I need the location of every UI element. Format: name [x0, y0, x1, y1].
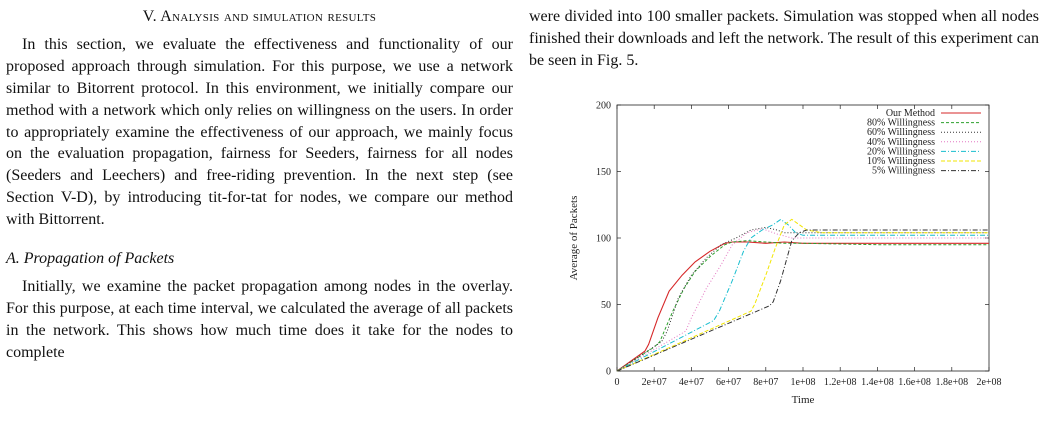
legend-label: Our Method: [886, 108, 935, 119]
y-tick-label: 100: [596, 234, 611, 245]
figure-5: 0 2e+07 4e+07 6e+07 8e+07 1e+08 1.2e+08 1.4e+08…: [555, 95, 1015, 425]
x-tick-label: 0: [615, 377, 620, 388]
section-heading: V. Analysis and simulation results: [142, 8, 377, 25]
x-tick-label: 6e+07: [716, 377, 741, 388]
series-line: [616, 229, 989, 372]
series-line: [616, 228, 989, 372]
legend-label: 5% Willingness: [872, 166, 935, 177]
legend-label: 80% Willingness: [867, 118, 935, 129]
legend-label: 10% Willingness: [867, 156, 935, 167]
x-tick-label: 1.8e+08: [936, 377, 969, 388]
x-tick-label: 2e+08: [976, 377, 1001, 388]
subsection-paragraph: Initially, we examine the packet propaga…: [6, 277, 513, 361]
legend-label: 20% Willingness: [867, 146, 935, 157]
x-axis-ticks: 0 2e+07 4e+07 6e+07 8e+07 1e+08 1.2e+08 1.4e+08…: [615, 105, 1002, 388]
subsection-heading: A. Propagation of Packets: [6, 250, 175, 268]
left-column: V. Analysis and simulation results In th…: [6, 6, 513, 364]
y-axis-label: Average of Packets: [568, 196, 580, 281]
line-chart: 0 2e+07 4e+07 6e+07 8e+07 1e+08 1.2e+08 1.4e+08…: [568, 101, 1002, 407]
series-line: [616, 240, 989, 372]
series-line: [616, 218, 989, 372]
series-lines: [616, 218, 989, 372]
series-line: [616, 218, 989, 372]
y-axis-ticks: 0 50 100 150 200: [596, 101, 989, 378]
series-line: [616, 226, 989, 372]
x-tick-label: 2e+07: [642, 377, 667, 388]
x-tick-label: 8e+07: [753, 377, 778, 388]
y-tick-label: 50: [601, 300, 611, 311]
x-tick-label: 1.4e+08: [861, 377, 894, 388]
legend-label: 60% Willingness: [867, 127, 935, 138]
x-axis-label: Time: [792, 394, 815, 406]
y-tick-label: 0: [606, 367, 611, 378]
series-line: [616, 241, 989, 372]
legend-label: 40% Willingness: [867, 137, 935, 148]
section-intro-paragraph: In this section, we evaluate the effecti…: [6, 35, 513, 229]
y-tick-label: 200: [596, 101, 611, 112]
x-tick-label: 1e+08: [790, 377, 815, 388]
x-tick-label: 1.6e+08: [898, 377, 931, 388]
right-column: were divided into 100 smaller packets. S…: [529, 6, 1039, 72]
x-tick-label: 4e+07: [679, 377, 704, 388]
y-tick-label: 150: [596, 167, 611, 178]
right-paragraph: were divided into 100 smaller packets. S…: [529, 8, 1039, 69]
x-tick-label: 1.2e+08: [824, 377, 857, 388]
